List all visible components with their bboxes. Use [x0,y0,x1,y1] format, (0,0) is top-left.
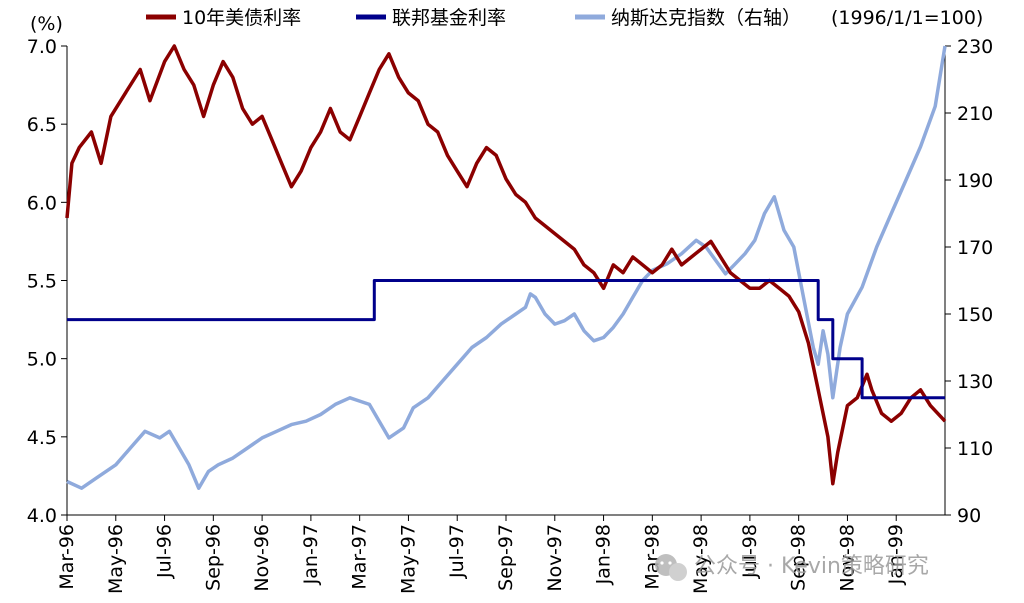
x-axis-ticks: Mar-96 May-96 Jul-96 Sep-96 Nov-96 Jan-97 Mar-… [56,515,907,594]
right-tick-label: 230 [957,36,993,58]
series-layer [65,44,947,490]
right-axis-ticks: 90 110 130 150 170 190 210 230 [945,36,993,527]
left-axis-unit: (%) [30,13,63,35]
right-tick-label: 190 [957,170,993,192]
x-tick-label: May-98 [690,524,712,594]
x-tick-label: Jul-97 [446,524,468,579]
left-tick-label: 4.5 [27,427,57,449]
right-tick-label: 170 [957,237,993,259]
series-fed-funds-line [67,279,945,400]
x-tick-label: Jan-98 [593,524,615,585]
x-tick-label: May-96 [105,524,127,594]
x-tick-label: Sep-96 [202,524,224,591]
left-tick-label: 6.5 [27,114,57,136]
watermark-text: 公众号 · Kevin策略研究 [694,554,929,579]
legend-label-treasury: 10年美债利率 [182,7,301,29]
x-tick-label: Jul-98 [739,524,761,579]
x-tick-label: Sep-97 [495,524,517,591]
right-tick-label: 210 [957,103,993,125]
x-tick-label: May-97 [397,524,419,594]
x-tick-label: Nov-97 [544,524,566,592]
wechat-icon [655,554,687,581]
x-tick-label: Nov-96 [251,524,273,592]
series-treasury-10y-line [65,44,947,486]
left-axis-ticks: 4.0 4.5 5.0 5.5 6.0 6.5 7.0 [27,36,67,527]
right-tick-label: 150 [957,304,993,326]
legend-label-nasdaq: 纳斯达克指数（右轴） [611,7,801,29]
right-tick-label: 110 [957,438,993,460]
x-tick-label: Jan-97 [300,524,322,585]
x-tick-label: Nov-98 [836,524,858,592]
x-tick-label: Jan-99 [885,524,907,585]
x-tick-label: Mar-98 [641,524,663,590]
left-tick-label: 4.0 [27,505,57,527]
right-tick-label: 130 [957,371,993,393]
x-tick-label: Jul-96 [154,524,176,579]
right-axis-unit: (1996/1/1=100) [831,7,983,29]
watermark: 公众号 · Kevin策略研究 [655,554,929,581]
left-tick-label: 7.0 [27,36,57,58]
series-nasdaq-line [66,45,947,490]
left-tick-label: 5.0 [27,349,57,371]
left-tick-label: 5.5 [27,271,57,293]
x-tick-label: Sep-98 [788,524,810,591]
x-tick-label: Mar-96 [56,524,78,590]
legend: 10年美债利率 联邦基金利率 纳斯达克指数（右轴） (1996/1/1=100) [146,7,983,29]
x-tick-label: Mar-97 [349,524,371,590]
left-tick-label: 6.0 [27,192,57,214]
right-tick-label: 90 [957,505,981,527]
legend-label-fed-funds: 联邦基金利率 [392,7,506,29]
